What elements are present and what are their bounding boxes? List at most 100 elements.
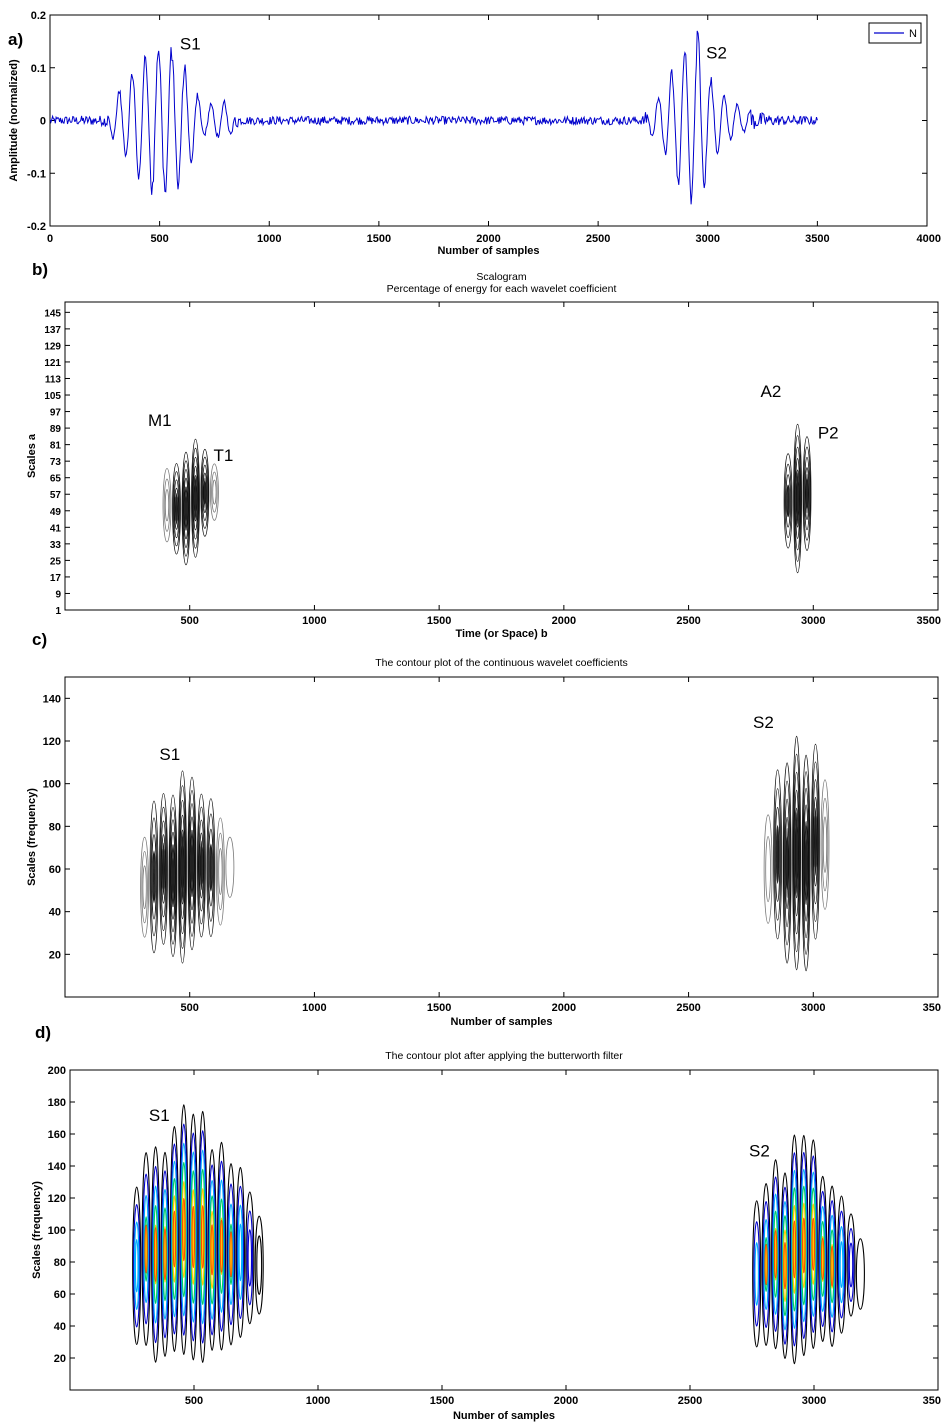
contour-core [806, 473, 808, 514]
contour-line [238, 1223, 243, 1282]
contour-line [209, 1195, 215, 1305]
legend-entry: N [909, 28, 917, 40]
contour-line [848, 1242, 854, 1288]
panel-label: c) [32, 630, 47, 649]
x-tick-label: 1000 [302, 615, 326, 627]
x-tick-label: 1500 [427, 1002, 451, 1014]
contour-line [818, 1190, 827, 1328]
y-tick-label: 129 [44, 341, 61, 352]
contour-core [210, 1224, 214, 1276]
x-tick-label: 3000 [696, 233, 720, 245]
contour-line [218, 848, 223, 895]
contour-core [796, 472, 799, 525]
y-tick-label: 145 [44, 308, 61, 319]
x-tick-label: 3000 [801, 615, 825, 627]
contour-core [229, 1231, 233, 1278]
contour-line [171, 844, 175, 908]
contour-line [163, 478, 171, 532]
x-axis-label: Number of samples [437, 245, 539, 257]
contour-line [162, 1207, 168, 1302]
contour-line [207, 813, 215, 922]
contour-line [189, 1132, 198, 1342]
contour-line [172, 463, 181, 555]
y-tick-label: 81 [50, 441, 62, 452]
contour-line [151, 834, 157, 920]
contour-cluster-2 [763, 735, 830, 972]
x-tick-label: 2500 [678, 1395, 702, 1407]
y-tick-label: 20 [49, 949, 61, 961]
contour-line [173, 479, 180, 539]
contour-line [226, 1163, 236, 1346]
contour-line [132, 1186, 142, 1346]
contour-line [142, 1173, 150, 1325]
x-axis-label: Time (or Space) b [455, 628, 547, 640]
contour-line [188, 790, 196, 937]
contour-line [219, 1198, 224, 1294]
contour-line [774, 807, 781, 902]
contour-core [191, 833, 193, 894]
annotation-s2: S2 [749, 1141, 770, 1160]
contour-line [217, 832, 224, 911]
contour-line [829, 1214, 836, 1318]
chart-title: The contour plot of the continuous wavel… [375, 657, 628, 669]
contour-line [159, 793, 168, 945]
contour-line [781, 1186, 789, 1345]
contour-line [187, 776, 197, 951]
y-tick-label: 9 [55, 589, 61, 600]
contour-line [763, 814, 773, 924]
contour-line [812, 779, 819, 905]
contour-line [784, 817, 790, 910]
contour-line [198, 1110, 208, 1363]
x-tick-label: 2000 [552, 615, 576, 627]
y-tick-label: 200 [48, 1065, 66, 1077]
contour-line [153, 1205, 158, 1304]
x-tick-label: 500 [185, 1395, 203, 1407]
chart-title: The contour plot after applying the butt… [385, 1050, 623, 1062]
annotation-p2: P2 [818, 423, 839, 442]
contour-line [802, 771, 810, 955]
contour-line [193, 475, 198, 522]
contour-line [793, 771, 800, 935]
x-tick-label: 500 [181, 615, 199, 627]
y-tick-label: 57 [50, 490, 62, 501]
contour-line [793, 435, 802, 562]
y-axis-label: Amplitude (normalized) [8, 59, 20, 182]
contour-line [784, 798, 790, 928]
contour-core [182, 1198, 186, 1262]
y-tick-label: 160 [48, 1129, 66, 1141]
contour-line [178, 770, 187, 964]
contour-line [803, 804, 809, 922]
contour-line [808, 1139, 818, 1350]
contour-line [162, 468, 172, 543]
contour-line [245, 1191, 255, 1325]
contour-line [161, 1170, 169, 1339]
x-tick-label: 1000 [302, 1002, 326, 1014]
contour-core [181, 833, 184, 901]
contour-line [183, 477, 189, 540]
contour-line [182, 469, 190, 548]
contour-core [219, 1219, 224, 1273]
x-tick-label: 2500 [676, 615, 700, 627]
contour-line [792, 735, 801, 971]
contour-line [181, 451, 191, 566]
contour-line [820, 779, 830, 910]
contour-core [764, 1243, 768, 1286]
contour-line [804, 821, 808, 905]
x-tick-label: 1500 [427, 615, 451, 627]
contour-line [151, 1146, 161, 1363]
contour-cluster-1 [140, 770, 235, 964]
contour-line [829, 1229, 835, 1304]
y-tick-label: 73 [50, 457, 62, 468]
contour-line [818, 1175, 828, 1343]
x-tick-label: 2000 [554, 1395, 578, 1407]
x-tick-label: 2500 [676, 1002, 700, 1014]
contour-line [141, 851, 148, 924]
contour-line [174, 487, 179, 530]
contour-line [800, 1168, 808, 1323]
contour-line [192, 466, 198, 531]
x-tick-label: 350 [923, 1395, 941, 1407]
contour-line [159, 806, 168, 932]
contour-core [153, 850, 155, 904]
contour-line [189, 816, 195, 911]
contour-line [804, 467, 810, 520]
